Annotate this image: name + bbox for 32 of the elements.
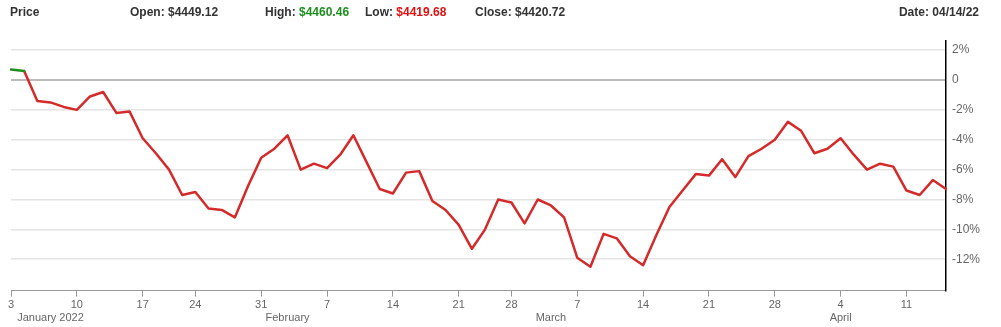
text: Open: $4449.12 [130, 5, 219, 19]
x-tick-label: January 2022 [17, 311, 84, 324]
x-tick-label: 11 [900, 298, 913, 311]
y-tick-label: 2% [951, 42, 970, 57]
x-tick-label: 24 [189, 298, 202, 311]
y-tick-label: -6% [951, 161, 974, 176]
x-tick-label: 21 [702, 298, 716, 311]
x-tick-label: 31 [255, 298, 268, 311]
x-tick-label: 7 [574, 298, 581, 311]
x-tick-label: 14 [386, 298, 400, 311]
x-tick-label: 21 [452, 298, 465, 311]
text: High: $4460.46 [265, 5, 350, 19]
y-tick-label: -10% [951, 221, 981, 236]
text: Close: $4420.72 [475, 5, 566, 19]
chart-title: Price [10, 5, 40, 19]
x-tick-label: 14 [636, 298, 650, 311]
x-tick-label: 3 [7, 298, 15, 311]
x-tick-label: 7 [323, 298, 331, 311]
x-tick-label: 28 [505, 298, 518, 311]
text: Date: 04/14/22 [898, 5, 979, 19]
y-tick-label: 0 [951, 72, 959, 87]
x-tick-label: March [535, 311, 567, 324]
text: Low: $4419.68 [365, 5, 447, 19]
x-tick-label: 17 [136, 298, 149, 311]
y-tick-label: -8% [951, 191, 974, 206]
x-tick-label: 4 April [829, 298, 852, 324]
y-tick-label: -2% [951, 102, 974, 117]
y-tick-label: -4% [951, 132, 974, 147]
x-tick-label: 28 [768, 298, 781, 311]
y-tick-label: -12% [951, 251, 981, 266]
x-tick-label: February [265, 311, 311, 324]
x-tick-label: 10 [70, 298, 83, 311]
